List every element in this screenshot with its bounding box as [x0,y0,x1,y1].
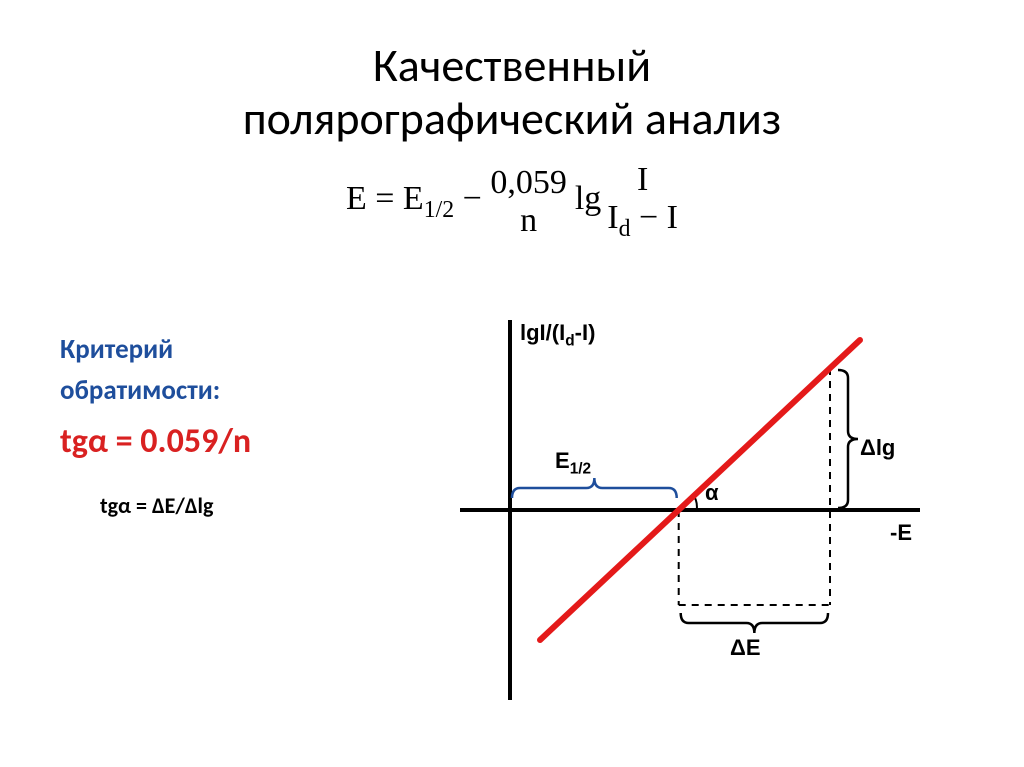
eq-lg: lg [567,180,607,217]
main-equation: E = E1/2 − 0,059nlgIId − I [0,161,1024,243]
x-axis-label: -E [890,520,912,546]
e-half-label: E1/2 [555,448,591,478]
delta-e-label: ΔE [730,635,761,661]
criterion-block: Критерий обратимости: tgα = 0.059/n tgα … [60,330,251,519]
graph-svg [460,320,940,710]
criterion-sub-formula: tgα = ΔE/Δlg [100,492,251,519]
criterion-line-2: обратимости: [60,371,251,412]
delta-lg-label: Δlg [860,435,895,461]
graph-container: lgI/(Id-I) -E E1/2 α Δlg ΔE [460,320,940,710]
y-axis-label: lgI/(Id-I) [520,320,595,350]
slide-title: Качественный полярографический анализ [0,0,1024,146]
criterion-line-1: Критерий [60,330,251,371]
title-line-2: полярографический анализ [0,93,1024,146]
eq-frac1: 0,059n [490,164,567,240]
alpha-label: α [705,480,719,506]
eq-frac2: IId − I [607,161,678,243]
criterion-formula: tgα = 0.059/n [60,421,251,462]
title-line-1: Качественный [0,40,1024,93]
eq-lhs: E = E1/2 − [346,180,490,217]
